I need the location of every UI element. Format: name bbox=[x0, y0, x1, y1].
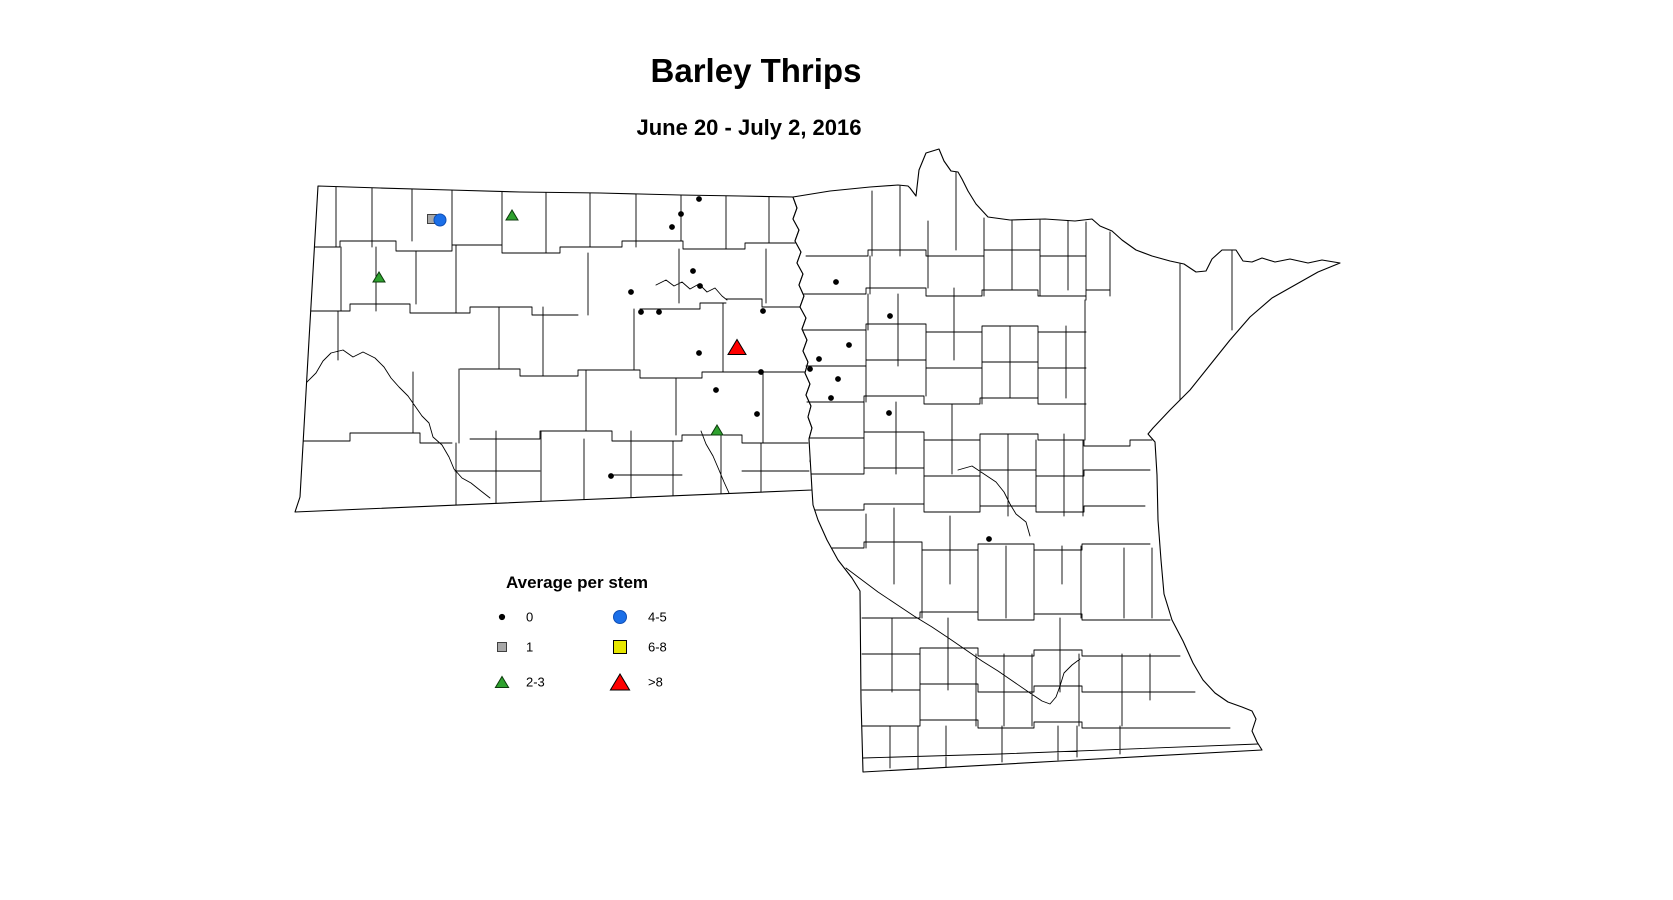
map-marker-dot bbox=[696, 196, 702, 202]
legend-label: 1 bbox=[526, 640, 533, 655]
map-marker-dot bbox=[656, 309, 662, 315]
map-marker-dot bbox=[835, 376, 841, 382]
map-marker-circle bbox=[433, 213, 447, 227]
figure-title: Barley Thrips bbox=[651, 52, 862, 89]
map-marker-dot bbox=[816, 356, 822, 362]
map-marker-dot bbox=[638, 309, 644, 315]
map-marker-dot bbox=[669, 224, 675, 230]
legend-symbol-triangle bbox=[494, 675, 510, 688]
map-marker-dot bbox=[754, 411, 760, 417]
legend-symbol-triangle bbox=[609, 673, 631, 691]
marker-layer bbox=[372, 196, 992, 542]
map-marker-triangle bbox=[372, 271, 386, 283]
map-marker-dot bbox=[846, 342, 852, 348]
figure-subtitle: June 20 - July 2, 2016 bbox=[636, 115, 861, 140]
minnesota-county-lines bbox=[801, 171, 1259, 770]
legend-label: 0 bbox=[526, 610, 533, 625]
map-marker-dot bbox=[697, 283, 703, 289]
map-marker-dot bbox=[608, 473, 614, 479]
legend-label: 2-3 bbox=[526, 675, 545, 690]
map-marker-dot bbox=[690, 268, 696, 274]
legend-label: 6-8 bbox=[648, 640, 667, 655]
map-marker-dot bbox=[886, 410, 892, 416]
legend-symbol-square bbox=[497, 642, 507, 652]
map-marker-dot bbox=[760, 308, 766, 314]
legend-symbol-dot bbox=[498, 613, 506, 621]
map-marker-dot bbox=[628, 289, 634, 295]
legend-symbol-circle bbox=[613, 610, 627, 624]
map-marker-dot bbox=[833, 279, 839, 285]
map-marker-dot bbox=[713, 387, 719, 393]
map-marker-dot bbox=[887, 313, 893, 319]
map-marker-dot bbox=[807, 366, 813, 372]
map-marker-dot bbox=[758, 369, 764, 375]
map-marker-dot bbox=[986, 536, 992, 542]
map-marker-triangle bbox=[710, 424, 724, 436]
map-marker-dot bbox=[828, 395, 834, 401]
map-marker-dot bbox=[696, 350, 702, 356]
north-dakota-county-lines bbox=[295, 186, 810, 509]
legend-label: 4-5 bbox=[648, 610, 667, 625]
map-marker-dot bbox=[678, 211, 684, 217]
map-legend: Average per stem 0 1 2-3 4-5 6-8 >8 bbox=[494, 573, 667, 691]
map-marker-triangle bbox=[505, 209, 519, 221]
map-marker-triangle bbox=[727, 338, 747, 355]
legend-label: >8 bbox=[648, 675, 663, 690]
minnesota-outline bbox=[792, 148, 1341, 773]
legend-items: 0 1 2-3 4-5 6-8 >8 bbox=[494, 610, 667, 691]
legend-title: Average per stem bbox=[506, 573, 648, 592]
legend-symbol-square bbox=[613, 640, 627, 654]
